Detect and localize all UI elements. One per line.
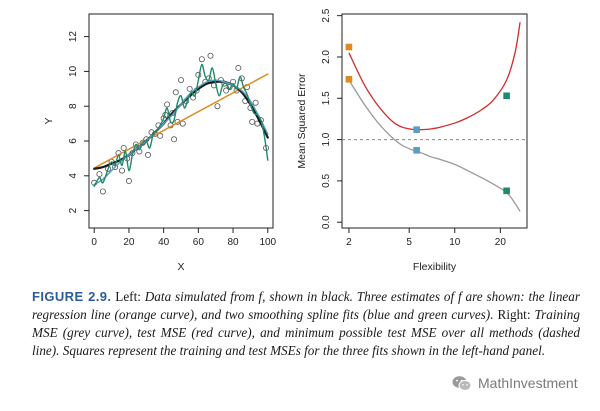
right-y-tick-label: 2.0 bbox=[321, 50, 332, 64]
data-point bbox=[164, 101, 171, 108]
data-point bbox=[145, 151, 152, 158]
right-x-tick-label: 20 bbox=[495, 237, 507, 248]
series-training-mse bbox=[348, 79, 521, 212]
figure-panels: 0 20 40 60 80 100 2 4 6 8 10 12 X Y 2 5 10 20 0.0 0.5 1.0 1.5… bbox=[43, 8, 528, 273]
right-x-tick-label: 2 bbox=[346, 237, 352, 248]
right-y-tick-label: 1.5 bbox=[321, 91, 332, 105]
left-y-tick-label: 8 bbox=[68, 103, 79, 109]
left-axes: 0 20 40 60 80 100 2 4 6 8 10 12 X Y bbox=[43, 13, 277, 273]
right-plot-frame bbox=[341, 13, 528, 229]
left-x-tick-label: 100 bbox=[259, 237, 276, 248]
figure-caption: FIGURE 2.9. Left: Data simulated from f,… bbox=[32, 288, 580, 360]
right-y-tick-label: 2.5 bbox=[321, 8, 332, 22]
left-x-tick-label: 40 bbox=[158, 237, 170, 248]
right-y-tick-label: 0.5 bbox=[321, 174, 332, 188]
data-point bbox=[235, 64, 242, 71]
right-y-axis-label: Mean Squared Error bbox=[296, 73, 308, 169]
left-x-tick-label: 20 bbox=[123, 237, 135, 248]
caption-right-label: Right: bbox=[493, 307, 535, 322]
left-x-axis-label: X bbox=[177, 261, 184, 273]
data-point bbox=[125, 178, 132, 185]
data-point bbox=[252, 99, 259, 106]
mse-square-green-spline bbox=[503, 187, 510, 195]
watermark: MathInvestment bbox=[448, 372, 582, 394]
left-x-tick-label: 60 bbox=[193, 237, 205, 248]
data-point bbox=[96, 171, 103, 178]
left-plot-frame bbox=[88, 13, 274, 229]
right-x-axis-label: Flexibility bbox=[413, 261, 457, 273]
left-x-tick-label: 80 bbox=[228, 237, 240, 248]
data-point bbox=[249, 118, 256, 125]
series-smoothing-spline-green bbox=[93, 63, 269, 187]
data-point bbox=[99, 188, 106, 195]
mse-square-linear bbox=[345, 43, 353, 51]
right-y-tick-label: 1.0 bbox=[321, 132, 332, 146]
right-y-tick-label: 0.0 bbox=[321, 215, 332, 229]
right-x-tick-label: 10 bbox=[449, 237, 461, 248]
mse-square-green-spline bbox=[503, 92, 510, 100]
data-point bbox=[118, 167, 125, 174]
left-y-tick-label: 2 bbox=[68, 207, 79, 213]
caption-left-text: Data simulated from f, shown in black. T… bbox=[32, 289, 580, 322]
data-point bbox=[120, 144, 127, 151]
data-point bbox=[160, 115, 167, 122]
left-y-tick-label: 6 bbox=[68, 138, 79, 144]
charts-svg: 0 20 40 60 80 100 2 4 6 8 10 12 X Y 2 5 10 20 0.0 0.5 1.0 1.5… bbox=[43, 8, 528, 273]
data-point bbox=[136, 148, 143, 155]
caption-left-label: Left: bbox=[111, 289, 145, 304]
data-point bbox=[198, 56, 205, 63]
right-axes: 2 5 10 20 0.0 0.5 1.0 1.5 2.0 2.5 Flexibility Mean … bbox=[296, 8, 528, 273]
series-test-mse bbox=[348, 22, 521, 131]
left-y-axis-label: Y bbox=[43, 117, 55, 124]
data-point bbox=[179, 120, 186, 127]
series-linear-regression bbox=[93, 73, 269, 169]
data-point bbox=[214, 103, 221, 110]
watermark-text: MathInvestment bbox=[478, 375, 578, 391]
data-point bbox=[207, 52, 214, 59]
data-point bbox=[171, 136, 178, 143]
left-y-tick-label: 12 bbox=[68, 31, 79, 43]
mse-square-blue-spline bbox=[413, 126, 420, 133]
left-y-tick-label: 4 bbox=[68, 173, 79, 179]
data-point bbox=[172, 89, 179, 96]
wechat-icon bbox=[452, 375, 472, 392]
left-x-tick-label: 0 bbox=[91, 237, 97, 248]
data-point bbox=[223, 87, 230, 94]
caption-right-text: Training MSE (grey curve), test MSE (red… bbox=[32, 307, 580, 358]
figure-label: FIGURE 2.9. bbox=[32, 289, 112, 304]
right-x-tick-label: 5 bbox=[406, 237, 412, 248]
left-points bbox=[91, 52, 270, 195]
data-point bbox=[157, 132, 164, 139]
left-y-tick-label: 10 bbox=[68, 65, 79, 77]
mse-square-blue-spline bbox=[413, 147, 420, 154]
data-point bbox=[177, 77, 184, 84]
data-point bbox=[186, 85, 193, 92]
mse-square-linear bbox=[345, 75, 353, 83]
